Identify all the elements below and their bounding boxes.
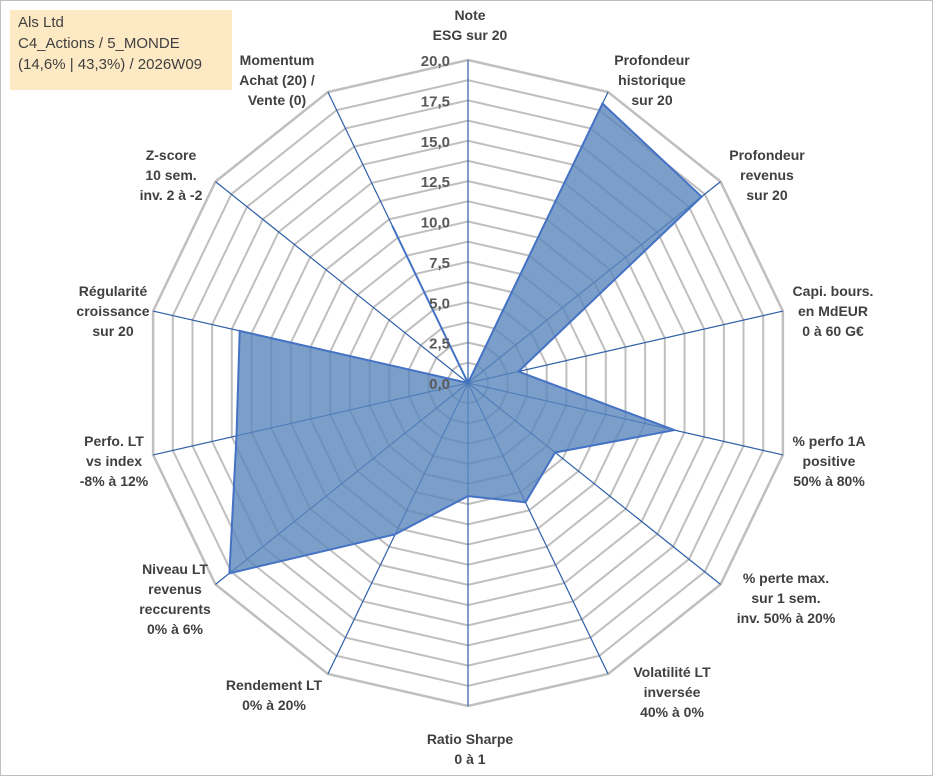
- radial-tick-label: 12,5: [421, 174, 450, 191]
- axis-label-line: Rendement LT: [226, 677, 323, 693]
- radial-tick-label: 2,5: [429, 336, 450, 353]
- axis-label-line: croissance: [76, 303, 149, 319]
- axis-label: Ratio Sharpe 0 à 1: [427, 731, 514, 767]
- axis-label-line: % perte max.: [743, 570, 829, 586]
- axis-label-line: sur 20: [746, 187, 787, 203]
- axis-label-line: vs index: [86, 453, 142, 469]
- axis-label-line: positive: [803, 453, 856, 469]
- axis-label-line: inv. 50% à 20%: [737, 610, 836, 626]
- axis-label: % perfo 1A positive 50% à 80%: [792, 433, 865, 489]
- axis-label-line: -8% à 12%: [80, 473, 149, 489]
- axis-label: Note ESG sur 20: [433, 7, 508, 43]
- company-name: Als Ltd: [18, 14, 64, 31]
- axis-label-line: inversée: [644, 684, 701, 700]
- axis-label-line: sur 20: [631, 92, 672, 108]
- axis-label-line: Profondeur: [614, 52, 690, 68]
- axis-label-line: Niveau LT: [142, 561, 208, 577]
- axis-label: Capi. bours. en MdEUR 0 à 60 G€: [793, 283, 874, 339]
- axis-label-layer: Note ESG sur 20 Profondeur historique sur 20…: [76, 7, 873, 767]
- axis-label-line: Momentum: [240, 52, 315, 68]
- axis-label-line: Capi. bours.: [793, 283, 874, 299]
- axis-label: Profondeur historique sur 20: [614, 52, 690, 108]
- axis-label-line: Régularité: [79, 283, 148, 299]
- series-area: [228, 101, 704, 575]
- axis-label: Rendement LT 0% à 20%: [226, 677, 323, 713]
- axis-label: Volatilité LT inversée 40% à 0%: [633, 664, 711, 720]
- axis-label-line: en MdEUR: [798, 303, 868, 319]
- axis-label-line: 40% à 0%: [640, 704, 704, 720]
- radial-tick-label: 17,5: [421, 93, 450, 110]
- radial-tick-label: 5,0: [429, 295, 450, 312]
- tick-label-layer: 0,0 2,5 5,0 7,5 10,0 12,5 15,0 17,5 20,0: [421, 53, 450, 393]
- series-layer: [228, 101, 704, 575]
- radial-tick-label: 20,0: [421, 53, 450, 70]
- axis-label: % perte max. sur 1 sem. inv. 50% à 20%: [737, 570, 836, 626]
- axis-label-line: % perfo 1A: [792, 433, 865, 449]
- axis-label: Profondeur revenus sur 20: [729, 147, 805, 203]
- axis-label-line: 0 à 1: [454, 751, 485, 767]
- axis-label-line: 0% à 20%: [242, 697, 306, 713]
- radial-tick-label: 10,0: [421, 215, 450, 232]
- axis-label-line: sur 1 sem.: [751, 590, 820, 606]
- axis-label-line: ESG sur 20: [433, 27, 508, 43]
- axis-label-line: Perfo. LT: [84, 433, 144, 449]
- axis-label-line: 10 sem.: [145, 167, 196, 183]
- axis-label-line: inv. 2 à -2: [140, 187, 203, 203]
- axis-label-line: Profondeur: [729, 147, 805, 163]
- axis-spoke: [467, 310, 784, 384]
- axis-label-line: revenus: [740, 167, 794, 183]
- axis-label-line: historique: [618, 72, 686, 88]
- info-box: Als Ltd C4_Actions / 5_MONDE (14,6% | 43…: [10, 10, 232, 90]
- axis-label-line: sur 20: [92, 323, 133, 339]
- axis-label-line: Vente (0): [248, 92, 306, 108]
- radial-tick-label: 7,5: [429, 255, 450, 272]
- radial-tick-label: 0,0: [429, 376, 450, 393]
- axis-label-line: reccurents: [139, 601, 211, 617]
- axis-spoke: [215, 181, 469, 384]
- portfolio-category: C4_Actions / 5_MONDE: [18, 35, 180, 52]
- axis-label-line: 0% à 6%: [147, 621, 204, 637]
- axis-label: Perfo. LT vs index -8% à 12%: [80, 433, 149, 489]
- axis-label-line: revenus: [148, 581, 202, 597]
- axis-label: Niveau LT revenus reccurents 0% à 6%: [139, 561, 211, 637]
- axis-label-line: Volatilité LT: [633, 664, 711, 680]
- axis-label: Régularité croissance sur 20: [76, 283, 149, 339]
- axis-label-line: 0 à 60 G€: [802, 323, 864, 339]
- axis-label-line: 50% à 80%: [793, 473, 865, 489]
- axis-label-line: Note: [454, 7, 485, 23]
- axis-label-line: Ratio Sharpe: [427, 731, 514, 747]
- radial-tick-label: 15,0: [421, 134, 450, 151]
- axis-label-line: Z-score: [146, 147, 197, 163]
- axis-label: Z-score 10 sem. inv. 2 à -2: [140, 147, 203, 203]
- scores-period: (14,6% | 43,3%) / 2026W09: [18, 56, 202, 73]
- axis-label-line: Achat (20) /: [239, 72, 315, 88]
- axis-label: Momentum Achat (20) / Vente (0): [239, 52, 315, 108]
